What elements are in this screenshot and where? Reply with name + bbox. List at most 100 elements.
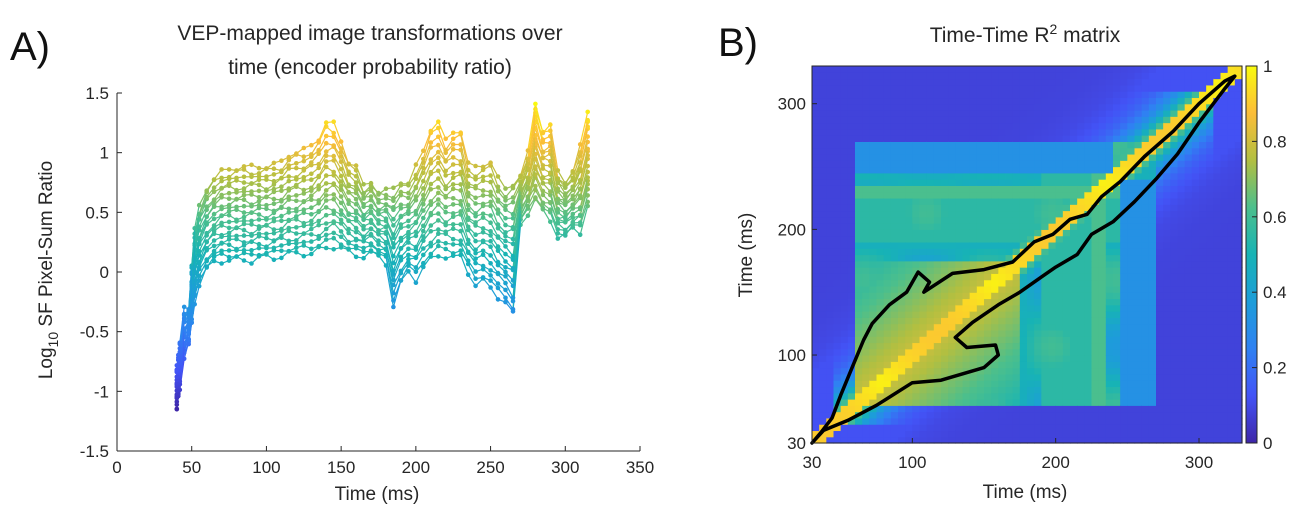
heatmap-cell [1012,405,1021,413]
heatmap-cell [890,292,899,300]
heatmap-cell [1048,66,1057,73]
heatmap-cell [883,279,892,287]
heatmap-cell [876,317,885,325]
data-point [413,194,419,199]
data-point [525,148,531,153]
data-point [249,261,254,266]
heatmap-cell [1012,298,1021,306]
data-point [398,254,404,260]
heatmap-cell [855,285,863,293]
heatmap-cell [1012,66,1021,73]
data-point [473,250,478,256]
heatmap-cell [941,367,949,375]
heatmap-cell [905,185,913,193]
heatmap-cell [847,285,856,293]
heatmap-cell [912,135,921,142]
heatmap-cell [1084,204,1093,212]
heatmap-cell [905,191,913,199]
heatmap-cell [876,84,885,92]
heatmap-cell [862,430,870,438]
heatmap-cell [1048,223,1057,230]
series-segment [340,151,350,173]
heatmap-cell [991,197,999,205]
series-segment [437,127,447,151]
data-point [241,197,247,202]
data-point [480,275,486,280]
heatmap-cell [890,348,899,356]
heatmap-cell [905,260,913,268]
heatmap-cell [969,172,978,180]
heatmap-cell [1113,103,1121,111]
data-point [241,210,247,215]
heatmap-cell [1084,166,1093,174]
data-point [323,232,329,238]
heatmap-cell [826,430,835,438]
heatmap-cell [898,367,906,375]
data-point [450,142,456,147]
heatmap-cell [1048,285,1057,293]
heatmap-cell [819,361,827,369]
heatmap-cell [847,386,856,394]
heatmap-cell [998,386,1007,394]
heatmap-cell [1105,367,1114,375]
heatmap-cell [826,235,835,243]
heatmap-cell [819,417,827,425]
data-point [555,210,561,215]
heatmap-cell [941,361,949,369]
heatmap-cell [1005,109,1014,117]
data-point [443,229,449,235]
heatmap-cell [1070,430,1078,438]
data-point [555,227,561,232]
heatmap-cell [869,348,878,356]
heatmap-cell [926,292,935,300]
heatmap-cell [812,336,820,344]
series-segment [490,205,499,225]
heatmap-cell [984,273,992,281]
data-point [398,213,404,219]
heatmap-cell [933,172,942,180]
heatmap-cell [912,405,921,413]
data-point [391,290,396,296]
heatmap-cell [998,191,1007,199]
heatmap-cell [890,361,899,369]
heatmap-cell [855,260,863,268]
heatmap-cell [962,78,971,86]
heatmap-cell [1084,223,1093,230]
data-point [391,205,396,210]
heatmap-cell [1084,267,1093,274]
heatmap-cell [869,210,878,218]
heatmap-cell [1034,160,1042,168]
data-point [301,253,307,259]
heatmap-cell [926,386,935,394]
heatmap-cell [933,204,942,212]
heatmap-cell [919,311,928,318]
heatmap-cell [847,135,856,142]
heatmap-cell [1113,204,1121,212]
heatmap-cell [826,355,835,362]
heatmap-cell [933,235,942,243]
heatmap-cell [905,411,913,419]
heatmap-cell [1012,84,1021,92]
heatmap-cell [919,355,928,362]
heatmap-cell [912,386,921,394]
heatmap-cell [890,153,899,161]
heatmap-cell [1041,122,1050,130]
heatmap-cell [1113,241,1121,249]
heatmap-cell [962,392,971,400]
heatmap-cell [883,204,892,212]
heatmap-cell [869,204,878,212]
heatmap-cell [1105,392,1114,400]
heatmap-cell [1062,430,1071,438]
series-segment [490,162,499,177]
heatmap-cell [1091,279,1100,287]
data-point [323,221,329,226]
series-segment [512,196,522,240]
heatmap-cell [826,210,835,218]
heatmap-cell [819,342,827,350]
heatmap-cell [962,248,971,256]
data-point [450,236,456,242]
heatmap-cell [840,329,849,337]
data-point [495,297,501,302]
series-segment [460,214,469,241]
heatmap-cell [1084,241,1093,249]
